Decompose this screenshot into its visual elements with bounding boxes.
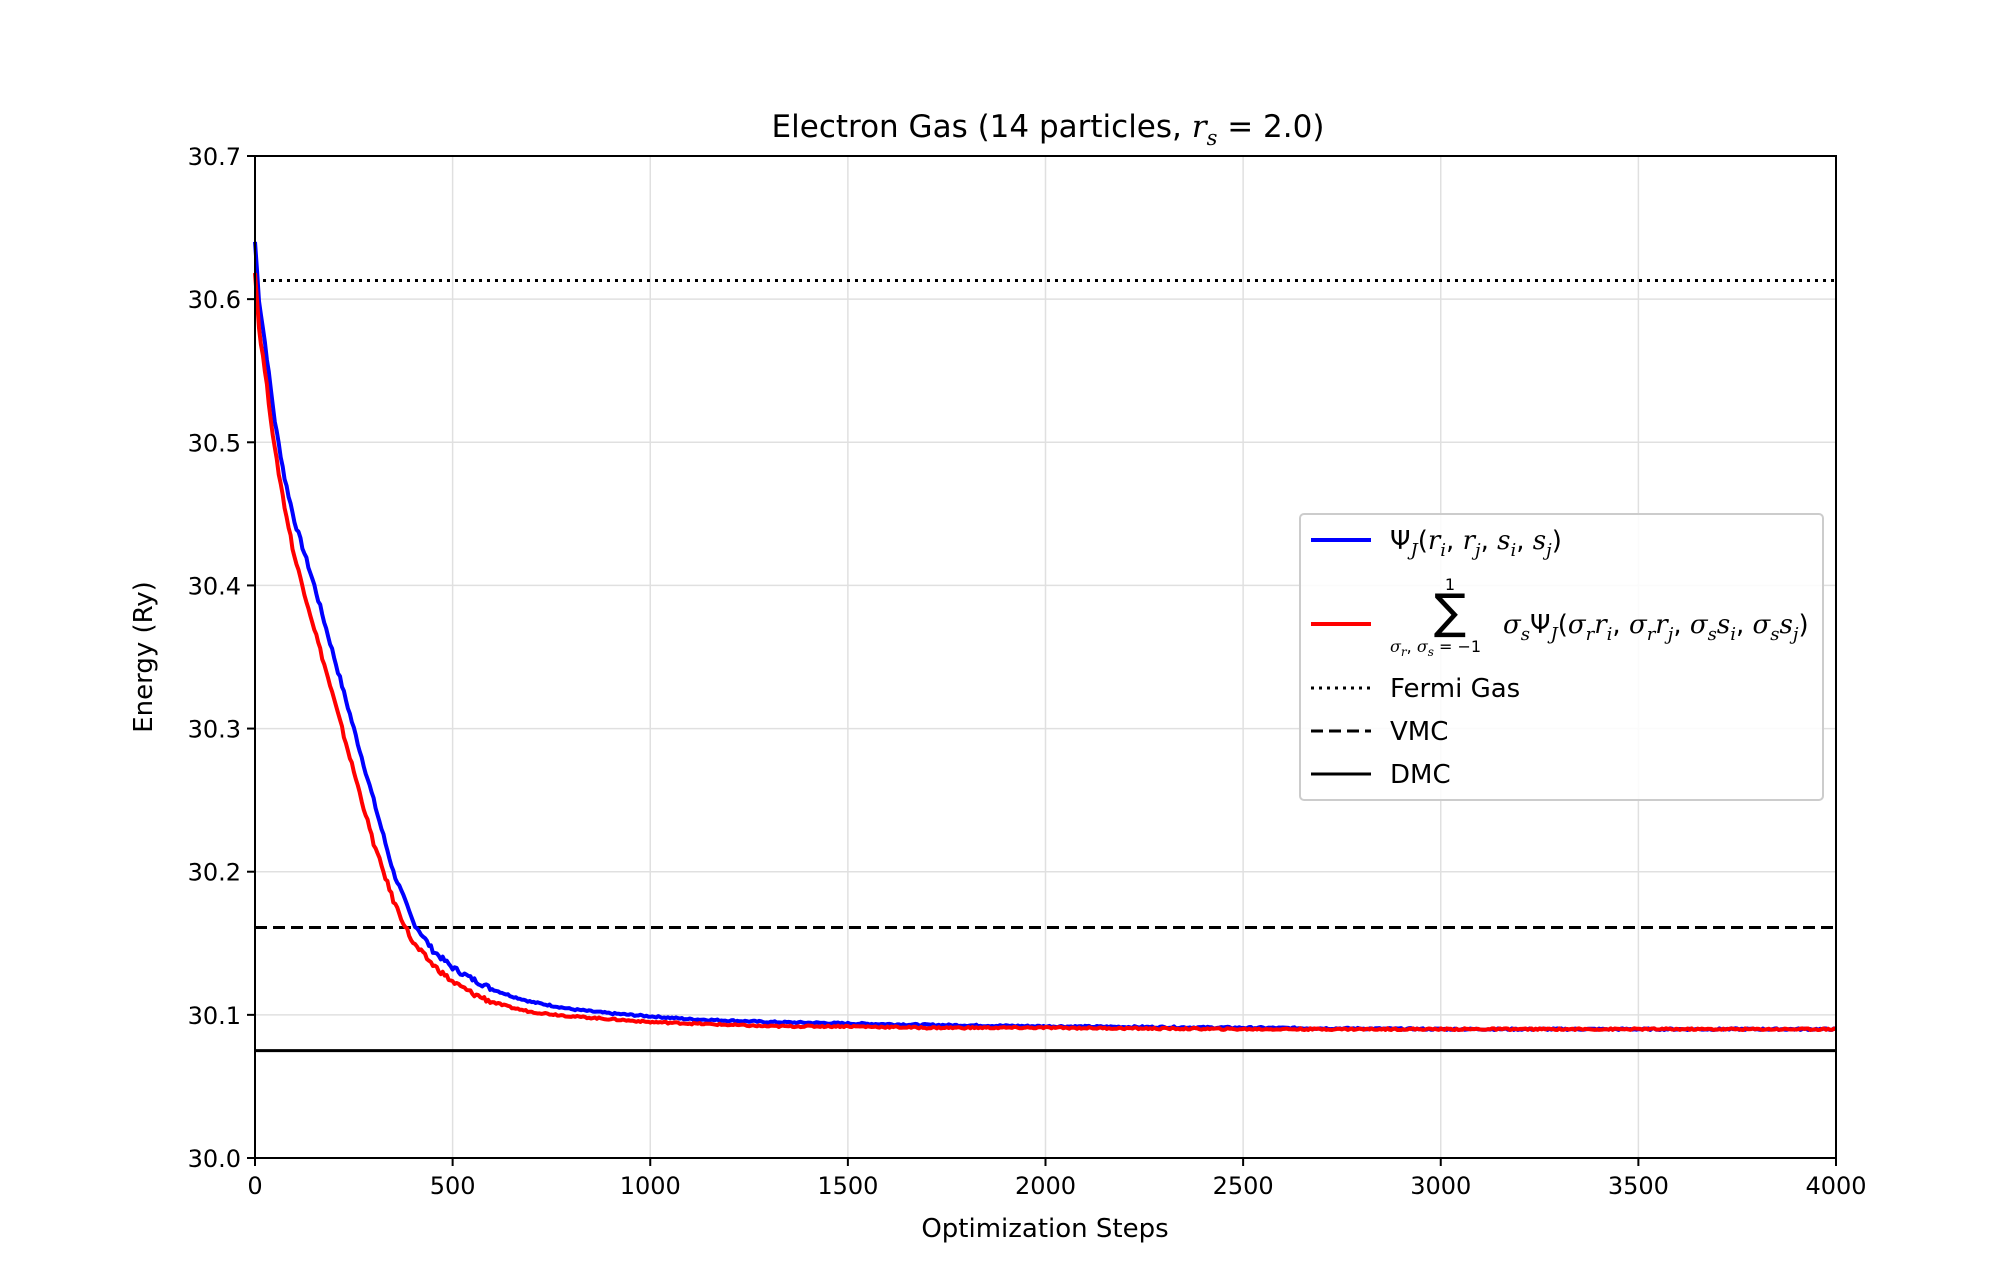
legend-box [1299, 513, 1824, 801]
x-tick-label: 4000 [1805, 1172, 1866, 1200]
x-tick-label: 500 [430, 1172, 476, 1200]
y-tick-label: 30.0 [188, 1145, 241, 1173]
legend-label-fermi: Fermi Gas [1390, 674, 1520, 704]
x-tick-label: 2500 [1213, 1172, 1274, 1200]
x-tick-label: 0 [247, 1172, 262, 1200]
y-tick-label: 30.2 [188, 859, 241, 887]
svg-text:σsΨJ(σrri, σrrj, σssi, σssj): σsΨJ(σrri, σrrj, σssi, σssj) [1503, 610, 1809, 645]
x-tick-label: 2000 [1015, 1172, 1076, 1200]
chart-title: Electron Gas (14 particles, rs = 2.0) [772, 109, 1325, 150]
svg-text:1: 1 [1445, 575, 1455, 594]
svg-text:∑: ∑ [1434, 584, 1466, 640]
series-lines [253, 241, 1837, 1032]
y-tick-label: 30.3 [188, 716, 241, 744]
legend-label-sym-sum: 1 ∑ σr, σs = −1 σsΨJ(σrri, σrrj, σssi, σ… [1390, 575, 1809, 659]
series-line-sym_sum [253, 272, 1837, 1032]
y-tick-label: 30.1 [188, 1002, 241, 1030]
y-tick-label: 30.7 [188, 143, 241, 171]
x-axis-label: Optimization Steps [921, 1214, 1168, 1244]
reference-lines [255, 279, 1836, 1053]
legend: ΨJ(ri, rj, si, sj) 1 ∑ σr, σs = −1 σsΨJ(… [1299, 513, 1824, 801]
svg-text:σr, σs = −1: σr, σs = −1 [1390, 637, 1481, 659]
x-tick-label: 3500 [1608, 1172, 1669, 1200]
legend-label-psi-j: ΨJ(ri, rj, si, sj) [1390, 526, 1562, 561]
y-tick-label: 30.6 [188, 286, 241, 314]
svg-text:ΨJ(ri, rj, si, sj): ΨJ(ri, rj, si, sj) [1390, 526, 1562, 561]
y-axis-label: Energy (Ry) [129, 581, 159, 733]
y-tick-label: 30.5 [188, 429, 241, 457]
y-axis: 30.0 30.1 30.2 30.3 30.4 30.5 30.6 30.7 [188, 143, 255, 1173]
x-axis: 0 500 1000 1500 2000 2500 3000 3500 4000 [247, 1158, 1867, 1200]
y-tick-label: 30.4 [188, 572, 241, 600]
x-tick-label: 1000 [620, 1172, 681, 1200]
legend-label-dmc: DMC [1390, 760, 1451, 790]
legend-label-vmc: VMC [1390, 717, 1448, 747]
x-tick-label: 3000 [1410, 1172, 1471, 1200]
x-tick-label: 1500 [817, 1172, 878, 1200]
